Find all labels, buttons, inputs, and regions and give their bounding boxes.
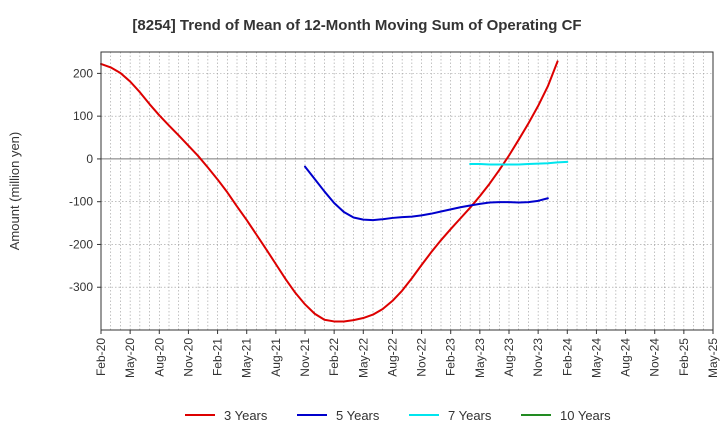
plot-area-border: [100, 51, 714, 331]
legend-label-3-years: 3 Years: [224, 408, 268, 423]
x-tick-label: Nov-21: [298, 338, 312, 377]
x-tick-label: May-21: [240, 338, 254, 378]
series-line-5-years: [304, 165, 549, 222]
y-tick-label: -200: [69, 237, 93, 251]
y-tick-label: 100: [73, 109, 93, 123]
y-tick-label: 200: [73, 66, 93, 80]
x-tick-label: Aug-24: [619, 338, 633, 377]
legend-label-10-years: 10 Years: [560, 408, 611, 423]
legend: 3 Years 5 Years 7 Years 10 Years: [185, 408, 611, 423]
x-tick-label: Aug-23: [502, 338, 516, 377]
legend-label-7-years: 7 Years: [448, 408, 492, 423]
x-tick-label: May-24: [589, 338, 603, 378]
x-tick-label: May-20: [123, 338, 137, 378]
y-tick-label: -100: [69, 195, 93, 209]
x-tick-label: Aug-20: [152, 338, 166, 377]
y-axis-label: Amount (million yen): [7, 132, 22, 251]
x-tick-label: Feb-22: [327, 338, 341, 376]
x-tick-label: Aug-21: [269, 338, 283, 377]
y-axis: 200 100 0 -100 -200 -300: [69, 66, 101, 294]
x-tick-label: Feb-24: [560, 338, 574, 376]
x-tick-label: May-25: [706, 338, 720, 378]
x-tick-label: Feb-25: [677, 338, 691, 376]
series-line-3-years: [100, 60, 559, 323]
x-tick-label: May-23: [473, 338, 487, 378]
x-tick-label: May-22: [356, 338, 370, 378]
x-tick-label: Feb-20: [94, 338, 108, 376]
grid: [101, 52, 713, 330]
legend-label-5-years: 5 Years: [336, 408, 380, 423]
chart-title: [8254] Trend of Mean of 12-Month Moving …: [132, 17, 581, 34]
x-tick-label: Nov-22: [415, 338, 429, 377]
x-tick-label: Feb-23: [444, 338, 458, 376]
x-tick-label: Nov-20: [181, 338, 195, 377]
x-axis: Feb-20 May-20 Aug-20 Nov-20 Feb-21 May-21 Aug-…: [94, 330, 720, 378]
x-tick-label: Nov-24: [648, 338, 662, 377]
x-tick-label: Feb-21: [211, 338, 225, 376]
y-tick-label: -300: [69, 280, 93, 294]
x-tick-label: Nov-23: [531, 338, 545, 377]
y-tick-label: 0: [86, 152, 93, 166]
series-lines: [100, 60, 569, 323]
x-tick-label: Aug-22: [385, 338, 399, 377]
series-line-7-years: [469, 160, 569, 166]
